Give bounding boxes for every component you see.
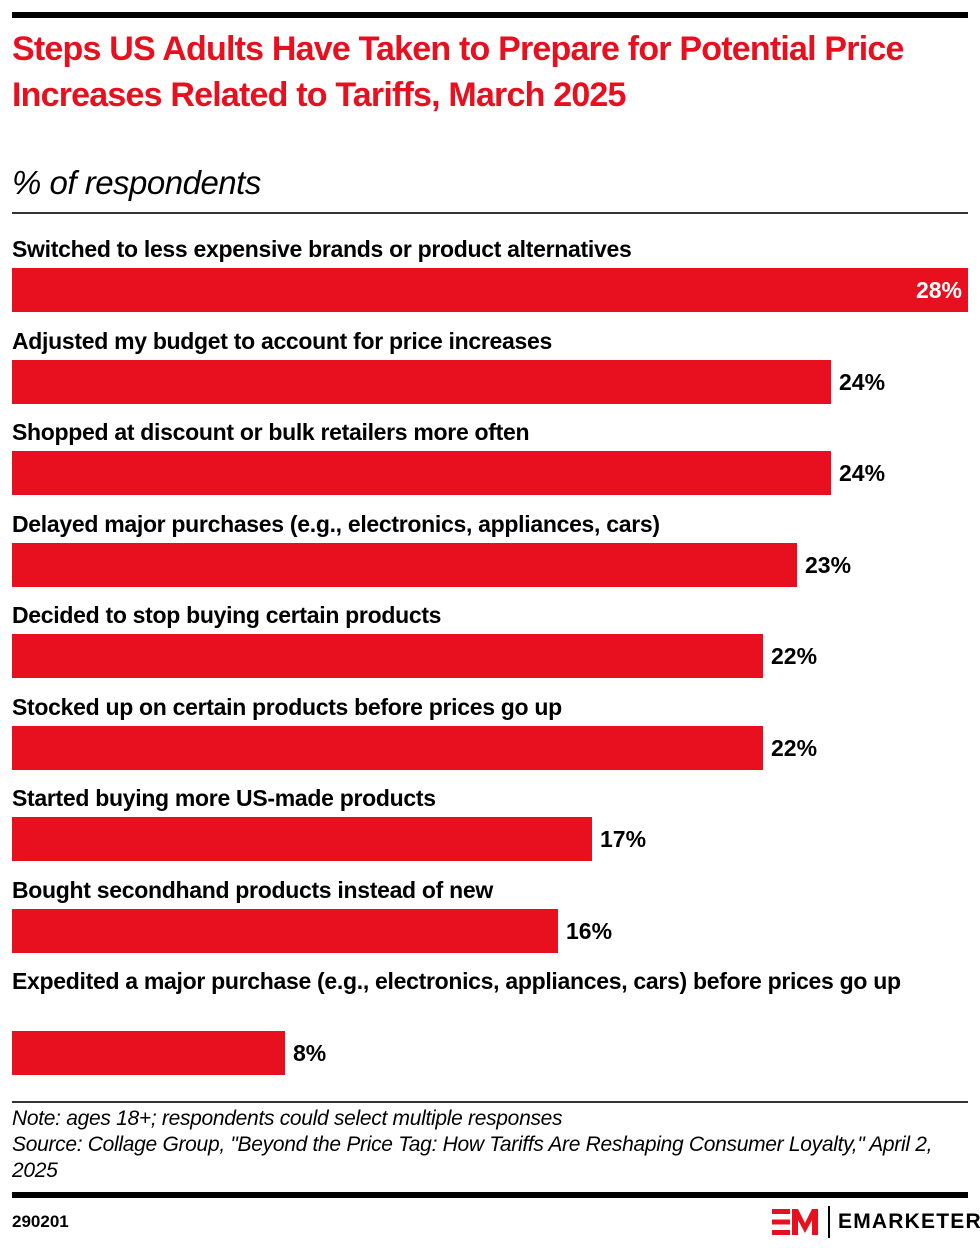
emarketer-logo: EMARKETER <box>772 1205 980 1239</box>
chart-title: Steps US Adults Have Taken to Prepare fo… <box>12 30 904 114</box>
category-label: Stocked up on certain products before pr… <box>12 694 562 720</box>
bar <box>12 1031 285 1075</box>
category-label: Shopped at discount or bulk retailers mo… <box>12 419 530 445</box>
brand-name: EMARKETER <box>838 1210 980 1233</box>
source-text: Source: Collage Group, "Beyond the Price… <box>12 1133 933 1182</box>
bar <box>12 817 592 861</box>
value-label: 22% <box>771 735 818 761</box>
bar <box>12 543 797 587</box>
header-divider <box>12 212 968 214</box>
footer-divider <box>12 1101 968 1103</box>
bar <box>12 909 558 953</box>
category-label: Started buying more US-made products <box>12 785 436 811</box>
value-label: 23% <box>805 552 852 578</box>
bottom-rule <box>12 1192 968 1198</box>
bar <box>12 360 831 404</box>
category-label: Adjusted my budget to account for price … <box>12 328 552 354</box>
chart-subtitle: % of respondents <box>12 164 261 201</box>
em-logo-icon <box>772 1209 818 1235</box>
value-label: 16% <box>566 918 613 944</box>
bar <box>12 634 763 678</box>
chart-notes: Note: ages 18+; respondents could select… <box>12 1106 952 1184</box>
chart-id: 290201 <box>12 1212 69 1231</box>
value-label: 24% <box>839 369 886 395</box>
value-label: 22% <box>771 643 818 669</box>
value-label: 8% <box>293 1040 327 1066</box>
category-label: Delayed major purchases (e.g., electroni… <box>12 511 660 537</box>
bar <box>12 268 968 312</box>
bar <box>12 451 831 495</box>
note-text: Note: ages 18+; respondents could select… <box>12 1107 563 1130</box>
category-label: Bought secondhand products instead of ne… <box>12 877 493 903</box>
bar <box>12 726 763 770</box>
value-label: 17% <box>600 826 647 852</box>
value-label: 28% <box>915 277 962 303</box>
category-label: Decided to stop buying certain products <box>12 602 442 628</box>
value-label: 24% <box>839 460 886 486</box>
bar-chart: Switched to less expensive brands or pro… <box>12 236 968 1075</box>
category-label: Expedited a major purchase (e.g., electr… <box>12 968 901 994</box>
logo-divider <box>828 1206 830 1238</box>
category-label: Switched to less expensive brands or pro… <box>12 236 632 262</box>
top-rule <box>12 12 968 18</box>
